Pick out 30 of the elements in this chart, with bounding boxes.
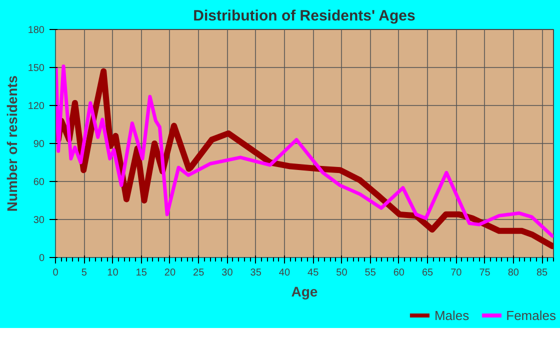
x-tick-label: 70 [450,268,462,278]
y-tick-label: 30 [33,215,45,226]
legend-label: Females [506,308,556,322]
y-tick-label: 120 [28,101,45,112]
legend-label: Males [434,308,470,322]
x-tick-label: 40 [278,268,290,278]
x-tick-label: 45 [308,268,320,278]
x-tick-label: 55 [364,268,376,278]
x-tick-label: 50 [336,268,348,278]
x-tick-label: 65 [422,268,434,278]
x-tick-label: 30 [222,268,234,278]
x-tick-label: 75 [479,268,491,278]
x-axis-title: Age [291,284,318,300]
y-tick-label: 0 [38,253,45,264]
x-tick-label: 20 [164,268,176,278]
x-tick-label: 0 [52,268,59,278]
y-tick-label: 180 [28,25,45,36]
x-tick-label: 35 [250,268,262,278]
y-tick-label: 150 [28,63,45,74]
y-tick-label: 90 [33,139,45,150]
x-tick-label: 10 [107,268,119,278]
y-axis-title: Number of residents [4,75,20,212]
x-tick-label: 5 [81,268,88,278]
y-tick-label: 60 [33,177,45,188]
x-tick-label: 25 [193,268,205,278]
x-tick-label: 85 [536,268,548,278]
chart-title: Distribution of Residents' Ages [193,8,416,24]
x-tick-label: 80 [508,268,520,278]
x-tick-label: 15 [136,268,148,278]
x-tick-label: 60 [393,268,405,278]
